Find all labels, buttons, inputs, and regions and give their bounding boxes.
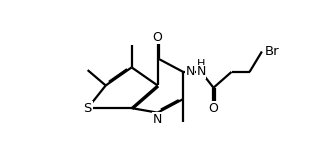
Text: S: S <box>83 102 92 115</box>
Text: N: N <box>153 113 162 126</box>
Text: H: H <box>197 58 205 69</box>
Text: N: N <box>197 65 206 78</box>
Text: O: O <box>209 102 218 115</box>
Text: O: O <box>153 31 163 44</box>
Text: Br: Br <box>265 45 279 58</box>
Text: N: N <box>185 65 195 78</box>
